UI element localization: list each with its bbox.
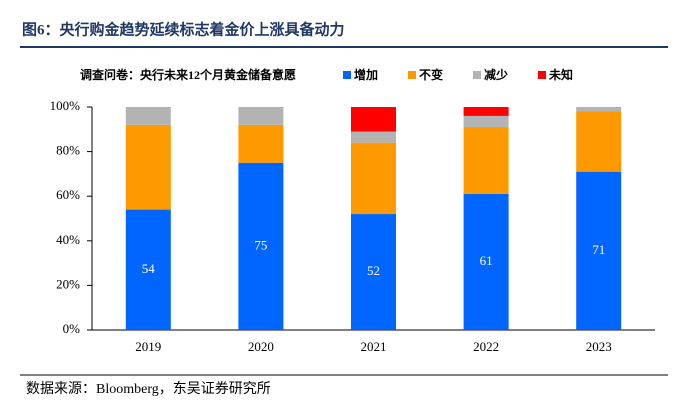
bar-segment (463, 107, 509, 116)
legend-label: 未知 (548, 67, 573, 82)
data-label: 61 (480, 253, 493, 268)
bar-segment (125, 209, 171, 330)
bar-segment (463, 193, 509, 330)
y-tick-label: 80% (56, 143, 80, 158)
bar-segment (125, 124, 171, 210)
legend-swatch (408, 71, 416, 79)
y-tick-label: 60% (56, 187, 80, 202)
bar-segment (463, 127, 509, 194)
x-tick-label: 2021 (361, 339, 387, 354)
bar-segment (238, 124, 284, 163)
bar-segment (238, 162, 284, 330)
x-tick-label: 2020 (248, 339, 274, 354)
bar-segment (351, 214, 396, 330)
y-tick-label: 20% (56, 276, 80, 291)
source: 数据来源：Bloomberg，东吴证券研究所 (26, 381, 271, 397)
bar-segment (351, 142, 396, 215)
chart-subtitle: 调查问卷：央行未来12个月黄金储备意愿 (80, 67, 296, 82)
legend-label: 不变 (419, 67, 443, 82)
y-tick-label: 40% (56, 232, 80, 247)
bar-segment (463, 115, 509, 128)
bar-segment (238, 107, 284, 125)
legend-swatch (473, 71, 481, 79)
bar-segment (351, 131, 396, 143)
data-label: 52 (367, 263, 380, 278)
bar-segment (351, 107, 396, 132)
legend-swatch (538, 71, 546, 79)
data-label: 75 (254, 237, 267, 252)
legend-label: 减少 (484, 67, 508, 82)
y-tick-label: 0% (63, 321, 81, 336)
legend-label: 增加 (354, 67, 378, 82)
chart-title: 图6：央行购金趋势延续标志着金价上涨具备动力 (22, 20, 345, 38)
bar-segment (125, 107, 171, 125)
data-label: 71 (592, 242, 605, 257)
x-tick-label: 2022 (473, 339, 499, 354)
bar-segment (576, 107, 622, 112)
data-label: 54 (142, 261, 156, 276)
legend-swatch (343, 71, 351, 79)
y-tick-label: 100% (50, 98, 81, 113)
bar-segment (576, 111, 622, 172)
bar-segment (576, 171, 622, 330)
x-tick-label: 2019 (135, 339, 161, 354)
x-tick-label: 2023 (586, 339, 612, 354)
